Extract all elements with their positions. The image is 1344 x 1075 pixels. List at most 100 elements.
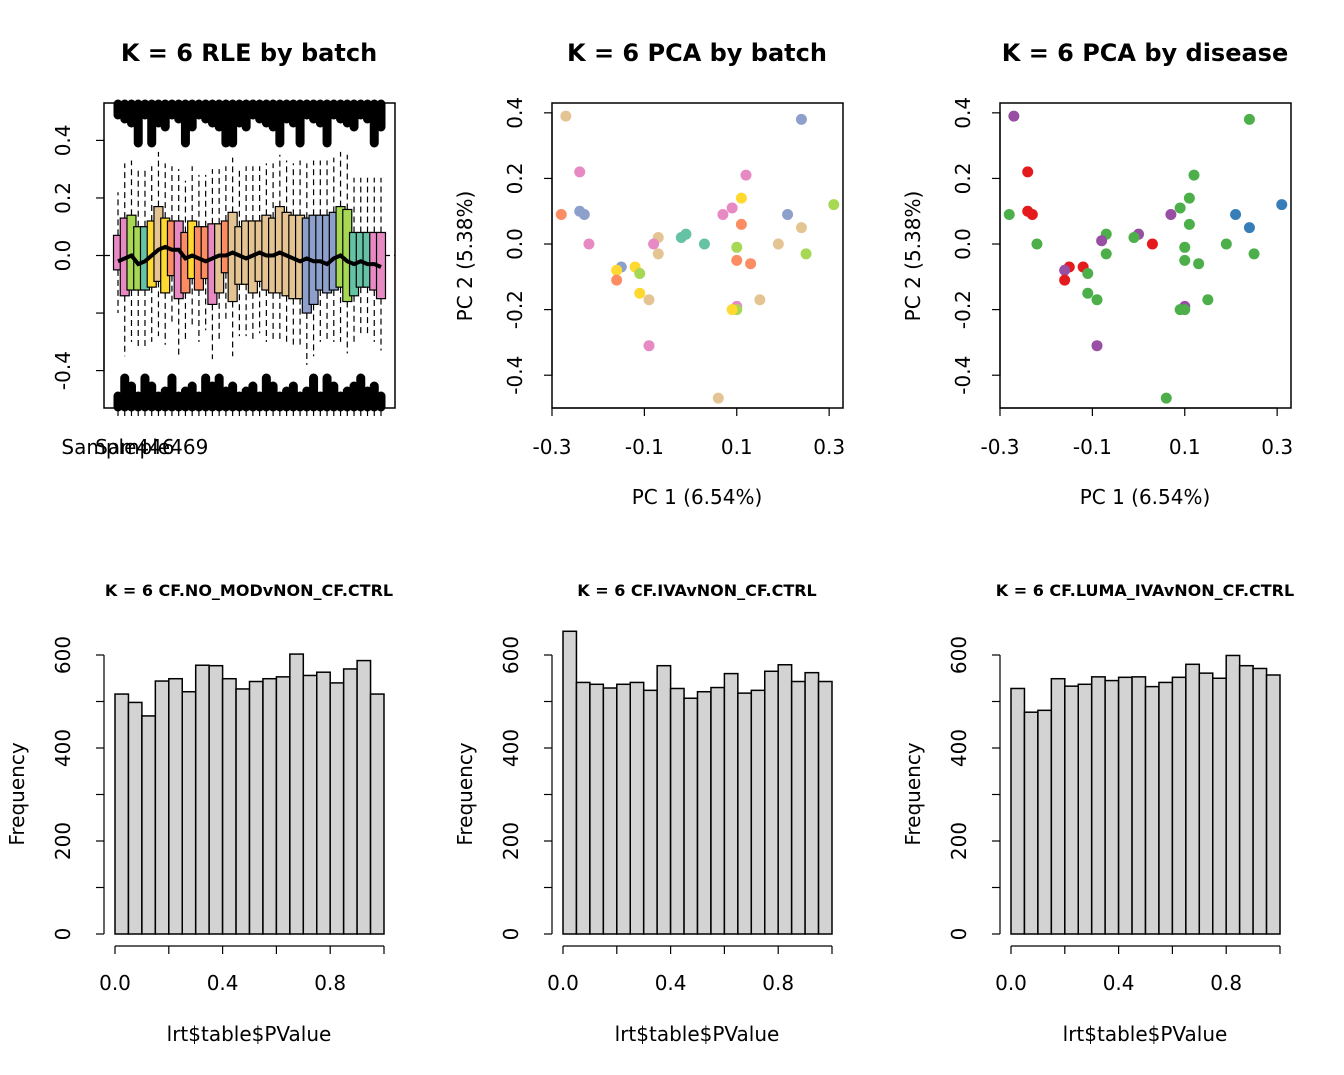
x-axis-label: lrt$table$PValue — [615, 1022, 780, 1046]
scatter-point — [1174, 304, 1186, 316]
histogram-bar — [602, 687, 618, 935]
scatter-point — [1146, 238, 1158, 250]
histogram-bar — [656, 664, 672, 935]
y-axis-label: Frequency — [453, 742, 477, 845]
histogram-bar — [181, 690, 197, 935]
y-tick-label: 0 — [947, 928, 971, 941]
panel-title: K = 6 RLE by batch — [121, 39, 377, 67]
x-tick-label: 0.8 — [1210, 971, 1242, 995]
plot-frame — [551, 102, 844, 409]
scatter-point — [675, 231, 687, 243]
scatter-point — [1183, 192, 1195, 204]
x-tick-label: 0.4 — [207, 971, 239, 995]
scatter-point — [643, 340, 655, 352]
x-tick-label: 0.1 — [1169, 435, 1201, 459]
scatter-point — [1100, 248, 1112, 260]
y-tick-label: 200 — [499, 822, 523, 860]
y-tick-label: -0.4 — [51, 351, 75, 390]
y-tick-label: 600 — [947, 636, 971, 674]
scatter-point — [1243, 113, 1255, 125]
x-tick-label: 0.0 — [995, 971, 1027, 995]
x-tick-label: Sample469 — [95, 435, 208, 459]
y-tick-label: 0.0 — [51, 240, 75, 272]
histogram-bar — [369, 693, 385, 935]
scatter-point — [1248, 248, 1260, 260]
scatter-point — [782, 209, 794, 221]
x-tick-label: 0.3 — [1261, 435, 1293, 459]
panel-pca-by-batch: K = 6 PCA by batch -0.3 -0.1 0.1 0.3 -0.4 -0.… — [453, 39, 845, 509]
plot-frame — [999, 102, 1292, 409]
scatter-point — [652, 248, 664, 260]
x-tick-label: 0.4 — [655, 971, 687, 995]
histogram-bar — [737, 692, 753, 935]
scatter-point — [1031, 238, 1043, 250]
scatter-point — [1059, 264, 1071, 276]
histogram-bar — [1117, 676, 1133, 935]
histogram-bar — [1252, 667, 1268, 935]
scatter-point — [1165, 209, 1177, 221]
scatter-point — [726, 202, 738, 214]
histogram-bar — [817, 680, 833, 935]
scatter-point — [583, 238, 595, 250]
scatter-point — [1174, 202, 1186, 214]
y-axis-label: Frequency — [901, 742, 925, 845]
panel-pca-by-disease: K = 6 PCA by disease -0.3 -0.1 0.1 0.3 -0.4 -… — [901, 39, 1293, 509]
histogram-bar — [1077, 683, 1093, 935]
scatter-point — [795, 222, 807, 234]
panel-title: K = 6 CF.IVAvNON_CF.CTRL — [577, 581, 817, 600]
histogram-bar — [289, 653, 305, 935]
panel-rle-by-batch: K = 6 RLE by batch -0.4 0.0 0.2 0.4 Sample44… — [51, 39, 396, 459]
scatter-point — [1220, 238, 1232, 250]
histogram-bar — [1131, 676, 1147, 935]
histogram-bar — [221, 677, 237, 935]
panel-pvalue-histogram-iva: K = 6 CF.IVAvNON_CF.CTRL 0.0 0.4 0.8 0 200 40… — [453, 581, 833, 1046]
y-tick-label: 0.4 — [51, 124, 75, 156]
y-tick-label: 0.4 — [503, 97, 527, 129]
scatter-point — [717, 209, 729, 221]
histogram-bar — [764, 670, 779, 935]
x-tick-label: -0.1 — [625, 435, 664, 459]
y-tick-label: -0.4 — [503, 356, 527, 395]
scatter-point — [1082, 268, 1094, 280]
scatter-point — [735, 218, 747, 230]
histogram-bar — [1265, 674, 1281, 935]
scatter-point — [1230, 209, 1242, 221]
y-axis-label: PC 2 (5.38%) — [901, 191, 925, 322]
histogram-bar — [356, 659, 372, 935]
scatter-point — [611, 264, 623, 276]
x-axis-label: lrt$table$PValue — [167, 1022, 332, 1046]
scatter-point — [1193, 258, 1205, 270]
scatter-point — [1183, 218, 1195, 230]
histogram-bar — [168, 677, 184, 935]
median-line — [117, 244, 382, 269]
histogram-bar — [710, 686, 726, 935]
y-tick-label: 400 — [499, 729, 523, 767]
scatter-point — [634, 287, 646, 299]
x-tick-label: -0.3 — [980, 435, 1019, 459]
scatter-point — [731, 254, 743, 266]
histogram-bar — [1104, 679, 1120, 935]
histogram-bar — [1238, 664, 1254, 935]
scatter-point — [578, 209, 590, 221]
histogram-bar — [275, 676, 291, 935]
scatter-point — [828, 199, 840, 211]
histogram-bar — [1185, 663, 1201, 935]
scatter-point — [698, 238, 710, 250]
x-tick-label: 0.1 — [721, 435, 753, 459]
x-tick-label: 0.3 — [813, 435, 845, 459]
y-tick-label: 200 — [947, 822, 971, 860]
scatter-point — [1091, 340, 1103, 352]
scatter-point — [745, 258, 757, 270]
histogram-bar — [235, 688, 251, 935]
panel-pvalue-histogram-no-mod: K = 6 CF.NO_MODvNON_CF.CTRL 0.0 0.4 0.8 0 20… — [5, 581, 393, 1046]
histogram-bar — [1050, 677, 1066, 935]
histogram-bar — [248, 680, 264, 935]
y-axis-label: PC 2 (5.38%) — [453, 191, 477, 322]
scatter-point — [1059, 274, 1071, 286]
scatter-point — [772, 238, 784, 250]
y-tick-label: -0.4 — [951, 356, 975, 395]
x-axis-label: PC 1 (6.54%) — [632, 485, 763, 509]
scatter-point — [1188, 169, 1200, 181]
scatter-point — [1160, 392, 1172, 404]
scatter-point — [1179, 241, 1191, 253]
